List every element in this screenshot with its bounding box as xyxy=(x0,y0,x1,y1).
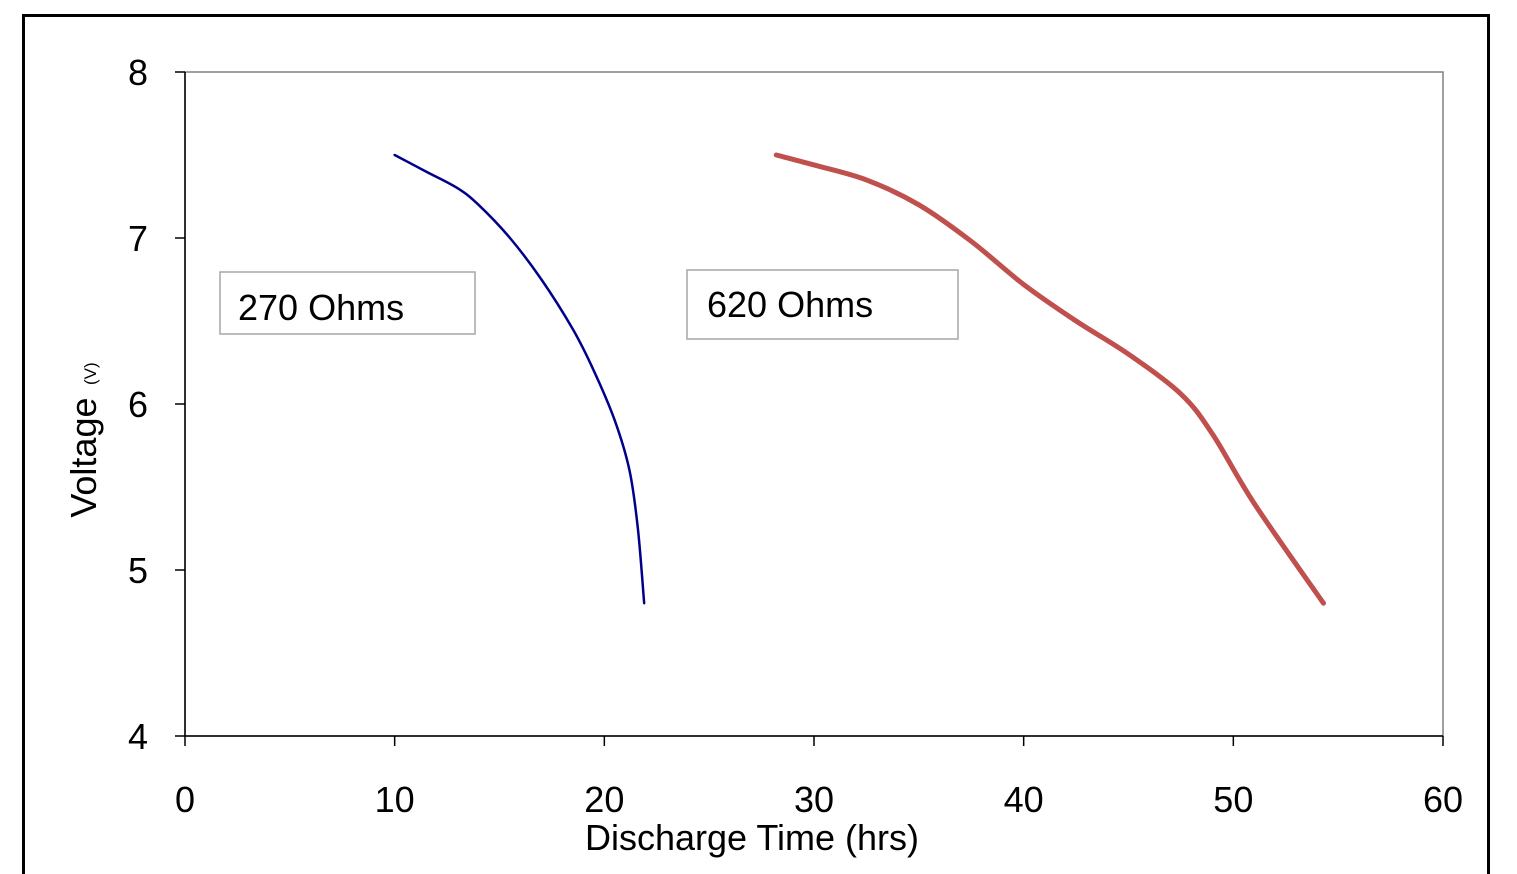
x-tick-label: 60 xyxy=(1423,779,1463,820)
x-tick-label: 40 xyxy=(1004,779,1044,820)
x-tick-label: 10 xyxy=(375,779,415,820)
plot-border xyxy=(184,71,1444,737)
y-tick-label: 5 xyxy=(128,550,148,591)
y-tick-label: 4 xyxy=(128,716,148,757)
annotation-layer: 270 Ohms 620 Ohms xyxy=(219,269,959,340)
annotation-label-1: 270 Ohms xyxy=(238,287,404,328)
series-line-1 xyxy=(393,153,646,605)
annotation-box-1 xyxy=(219,271,476,335)
annotation-label-2: 620 Ohms xyxy=(707,284,873,325)
y-tick-label: 6 xyxy=(128,384,148,425)
series-layer xyxy=(393,152,1326,606)
x-tick-label: 20 xyxy=(584,779,624,820)
svg-text:Voltage (V): Voltage (V) xyxy=(63,362,104,517)
x-axis-title: Discharge Time (hrs) xyxy=(585,817,919,858)
annotation-box-2 xyxy=(686,269,959,340)
y-axis-title-group: Voltage (V) xyxy=(63,362,104,517)
x-tick-label: 50 xyxy=(1213,779,1253,820)
x-tick-label: 30 xyxy=(794,779,834,820)
y-axis-unit: (V) xyxy=(81,362,100,385)
chart-frame xyxy=(22,14,1490,874)
x-tick-label: 0 xyxy=(175,779,195,820)
series-line-2 xyxy=(773,152,1326,606)
y-tick-label: 7 xyxy=(128,218,148,259)
y-axis-title: Voltage xyxy=(63,398,104,518)
y-tick-label: 8 xyxy=(128,52,148,93)
axis-ticks: 0 10 20 30 40 50 60 4 5 6 7 8 xyxy=(128,52,1463,820)
plot-area xyxy=(184,71,1444,737)
